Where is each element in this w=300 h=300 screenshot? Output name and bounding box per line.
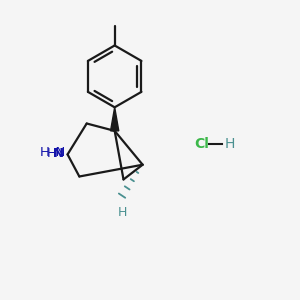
Text: H: H	[225, 137, 236, 151]
Text: Cl: Cl	[194, 137, 209, 151]
Text: H: H	[47, 147, 56, 160]
Text: H–N: H–N	[40, 146, 66, 159]
Polygon shape	[110, 107, 119, 131]
Text: N: N	[53, 147, 64, 160]
Text: H: H	[117, 206, 127, 219]
